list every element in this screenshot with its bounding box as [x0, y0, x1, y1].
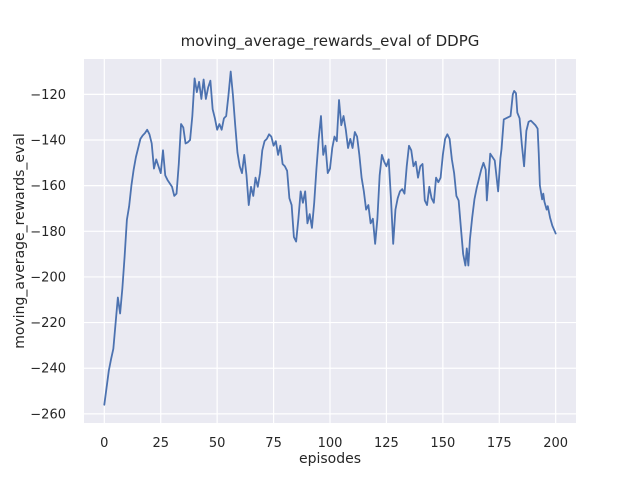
x-tick-label: 0: [100, 436, 108, 451]
x-tick-label: 75: [265, 436, 282, 451]
y-tick-label: −200: [30, 270, 66, 285]
y-tick-label: −140: [30, 134, 66, 149]
x-tick-label: 125: [374, 436, 399, 451]
y-tick-label: −180: [30, 225, 66, 240]
y-tick-label: −260: [30, 407, 66, 422]
x-tick-label: 150: [430, 436, 455, 451]
x-tick-label: 50: [209, 436, 226, 451]
x-tick-label: 200: [543, 436, 568, 451]
x-tick-label: 25: [152, 436, 169, 451]
data-line: [103, 70, 557, 406]
y-tick-label: −240: [30, 362, 66, 377]
chart-title: moving_average_rewards_eval of DDPG: [180, 32, 480, 50]
y-tick-label: −220: [30, 316, 66, 331]
x-tick-label: 175: [487, 436, 512, 451]
x-axis-label: episodes: [298, 451, 362, 467]
x-tick-label: 100: [318, 436, 343, 451]
y-tick-label: −120: [30, 88, 66, 103]
y-axis-label: moving_average_rewards_eval: [12, 133, 28, 349]
y-tick-label: −160: [30, 179, 66, 194]
